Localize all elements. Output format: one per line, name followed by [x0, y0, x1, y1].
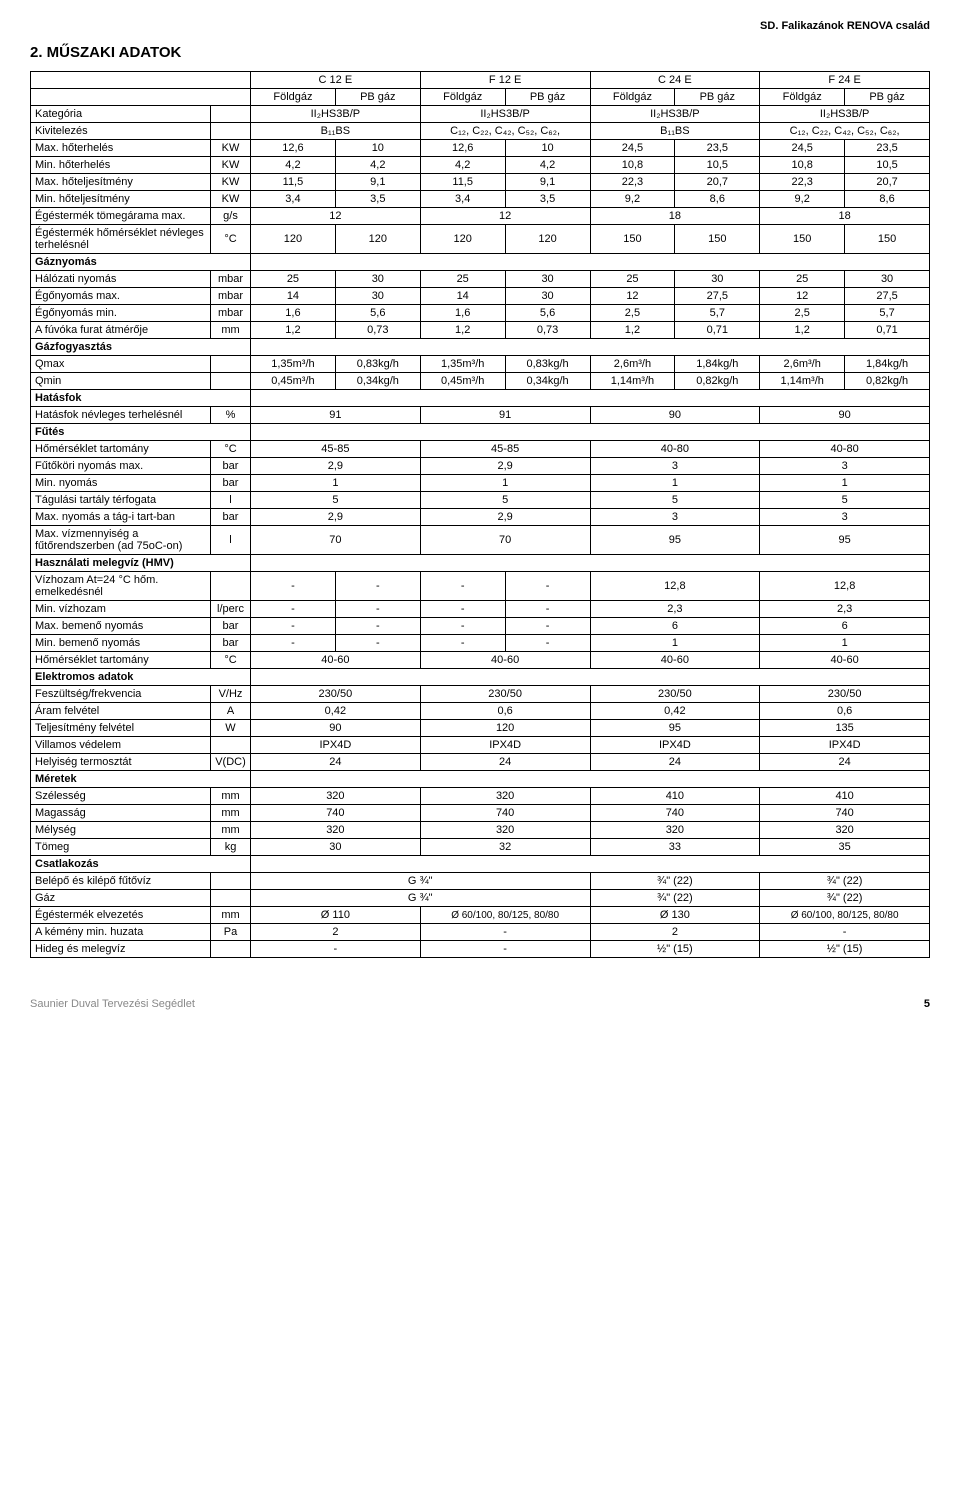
model-row: C 12 EF 12 E C 24 EF 24 E [31, 72, 930, 89]
section-title: 2. MŰSZAKI ADATOK [30, 44, 930, 61]
footer-left: Saunier Duval Tervezési Segédlet [30, 998, 195, 1010]
spec-table: C 12 EF 12 E C 24 EF 24 E FöldgázPB gázF… [30, 71, 930, 958]
page-number: 5 [924, 998, 930, 1010]
gas-row: FöldgázPB gázFöldgázPB gáz FöldgázPB gáz… [31, 89, 930, 106]
page-footer: Saunier Duval Tervezési Segédlet 5 [30, 998, 930, 1010]
page-header: SD. Falikazánok RENOVA család [30, 20, 930, 32]
